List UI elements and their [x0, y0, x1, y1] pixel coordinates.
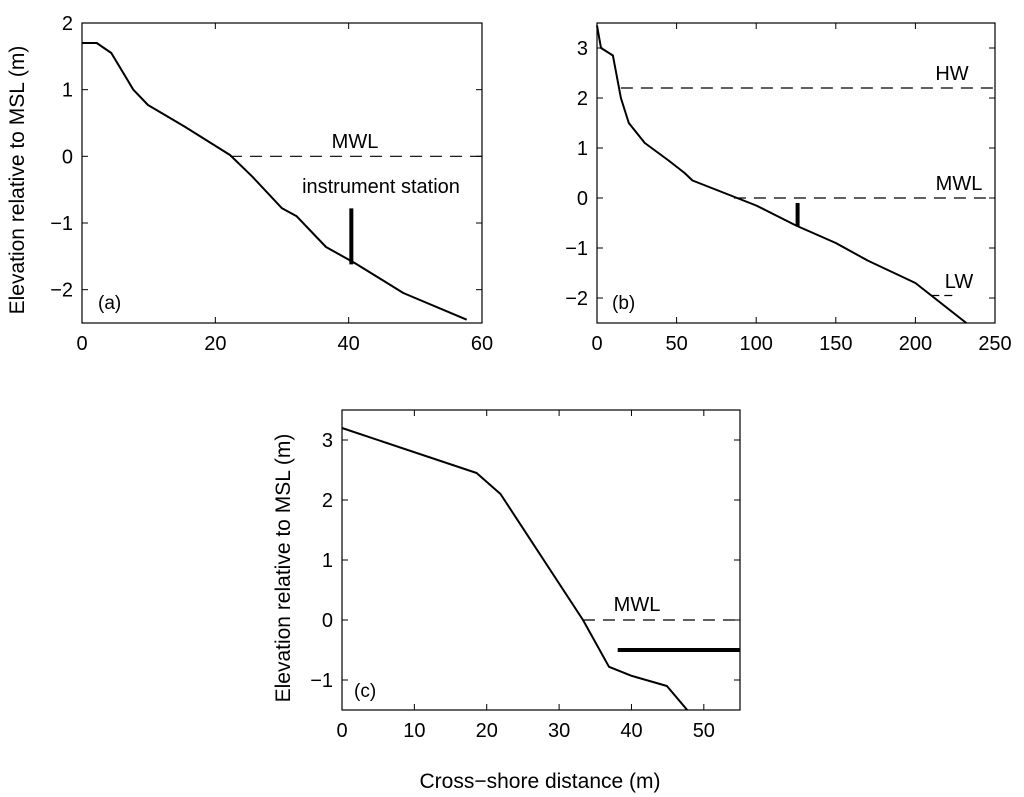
panel-b: 0 50 100 150 200 250 3 2 1 0 −1 −2 HW MWL LW (b)	[565, 22, 1012, 355]
panel-c-x-tick-label: 40	[620, 720, 642, 742]
panel-b-y-tick-label: 2	[577, 88, 588, 110]
panel-a-ylabel: Elevation relative to MSL (m)	[6, 46, 29, 315]
panel-a-y-tick-label: −1	[50, 213, 73, 235]
panel-b-water-level-mwl-label: MWL	[936, 173, 983, 195]
panel-c-x-tick-label: 50	[693, 720, 715, 742]
panel-c-xlabel: Cross−shore distance (m)	[420, 770, 661, 793]
panel-c-water-level-mwl-label: MWL	[614, 594, 661, 616]
panel-a-axes-frame	[81, 22, 483, 324]
panel-a-y-tick-label: 0	[62, 146, 73, 168]
panel-c-y-tick-label: 0	[322, 610, 333, 632]
panel-b-y-tick-label: −1	[565, 238, 588, 260]
panel-a-y-tick-label: 1	[62, 80, 73, 102]
panel-b-x-tick-label: 200	[899, 333, 932, 355]
panel-a-y-tick-label: −2	[50, 280, 73, 302]
panel-a-instrument-station-label: instrument station	[302, 176, 460, 198]
panel-c-y-tick-label: 2	[322, 490, 333, 512]
panel-a-panel-label: (a)	[98, 293, 121, 314]
panel-b-x-tick-label: 0	[591, 333, 602, 355]
panel-b-y-tick-label: 1	[577, 138, 588, 160]
panel-a-y-tick-label: 2	[62, 13, 73, 35]
panel-b-x-tick-label: 250	[978, 333, 1011, 355]
panel-c-ylabel: Elevation relative to MSL (m)	[272, 434, 295, 703]
panel-c-axes-frame	[341, 409, 741, 711]
panel-b-x-tick-label: 150	[819, 333, 852, 355]
panel-c-y-tick-label: 3	[322, 430, 333, 452]
panel-a-x-tick-label: 40	[338, 333, 360, 355]
panel-b-beach-profile-line	[596, 25, 967, 324]
panel-c: Elevation relative to MSL (m) 0 10 20 30 40 5…	[272, 409, 741, 742]
panel-b-x-tick-label: 100	[740, 333, 773, 355]
panel-a-x-tick-label: 60	[471, 333, 493, 355]
panel-c-y-tick-label: 1	[322, 550, 333, 572]
panel-b-x-tick-label: 50	[665, 333, 687, 355]
panel-c-x-tick-label: 30	[548, 720, 570, 742]
panel-c-x-tick-label: 20	[476, 720, 498, 742]
panel-b-water-level-hw-label: HW	[935, 63, 968, 85]
panel-b-axes-frame	[596, 22, 996, 324]
panel-b-y-tick-label: 0	[577, 188, 588, 210]
panel-a-water-level-mwl-label: MWL	[332, 131, 379, 153]
panel-a: Elevation relative to MSL (m) 0 20 40 60 2 1 0…	[6, 13, 493, 355]
panel-b-panel-label: (b)	[612, 293, 635, 314]
panel-b-water-level-lw-label: LW	[945, 271, 974, 293]
panel-a-x-tick-label: 20	[204, 333, 226, 355]
panel-c-x-tick-label: 0	[336, 720, 347, 742]
panel-b-y-tick-label: 3	[577, 38, 588, 60]
panel-b-y-tick-label: −2	[565, 288, 588, 310]
panel-c-beach-profile-line	[341, 427, 688, 711]
panel-c-x-tick-label: 10	[403, 720, 425, 742]
panel-a-x-tick-label: 0	[76, 333, 87, 355]
panel-c-panel-label: (c)	[354, 681, 376, 702]
panel-c-y-tick-label: −1	[310, 670, 333, 692]
